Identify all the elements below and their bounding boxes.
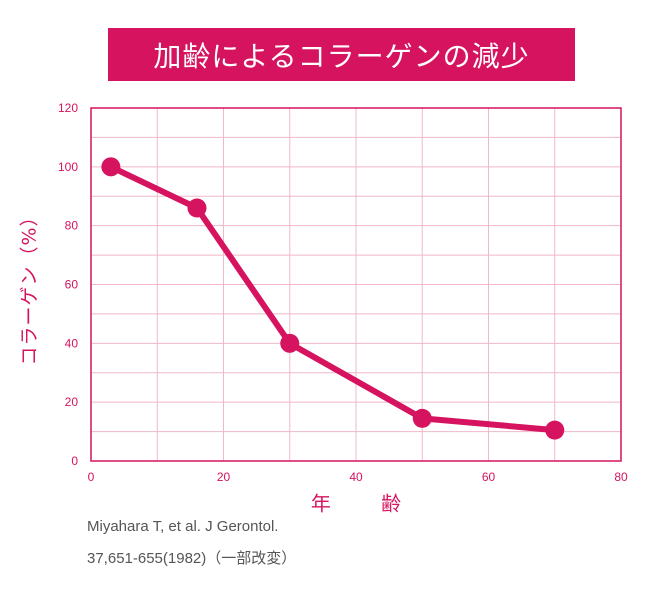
chart-title: 加齢によるコラーゲンの減少 <box>153 39 530 73</box>
data-point <box>187 198 207 218</box>
y-tick-label: 120 <box>58 101 78 115</box>
x-tick-label: 20 <box>217 470 231 484</box>
data-point <box>101 157 121 177</box>
x-axis-label: 年 齢 <box>310 491 424 516</box>
y-tick-label: 60 <box>65 278 79 292</box>
chart-title-banner: 加齢によるコラーゲンの減少 <box>108 28 575 81</box>
x-tick-label: 0 <box>88 470 95 484</box>
y-tick-label: 40 <box>65 336 79 350</box>
y-tick-label: 0 <box>71 454 78 468</box>
data-point <box>412 408 432 428</box>
citation-line-2: 37,651-655(1982)（一部改変） <box>87 550 297 567</box>
y-axis-label: コラーゲン（%） <box>18 206 41 366</box>
y-tick-label: 80 <box>65 219 79 233</box>
citation-line-1: Miyahara T, et al. J Gerontol. <box>87 518 279 535</box>
data-point <box>280 333 300 353</box>
y-tick-label: 20 <box>65 395 79 409</box>
y-tick-label: 100 <box>58 160 78 174</box>
data-point <box>545 420 565 440</box>
x-tick-label: 80 <box>614 470 628 484</box>
x-tick-label: 60 <box>482 470 496 484</box>
x-tick-label: 40 <box>349 470 363 484</box>
plot-frame <box>90 107 622 462</box>
